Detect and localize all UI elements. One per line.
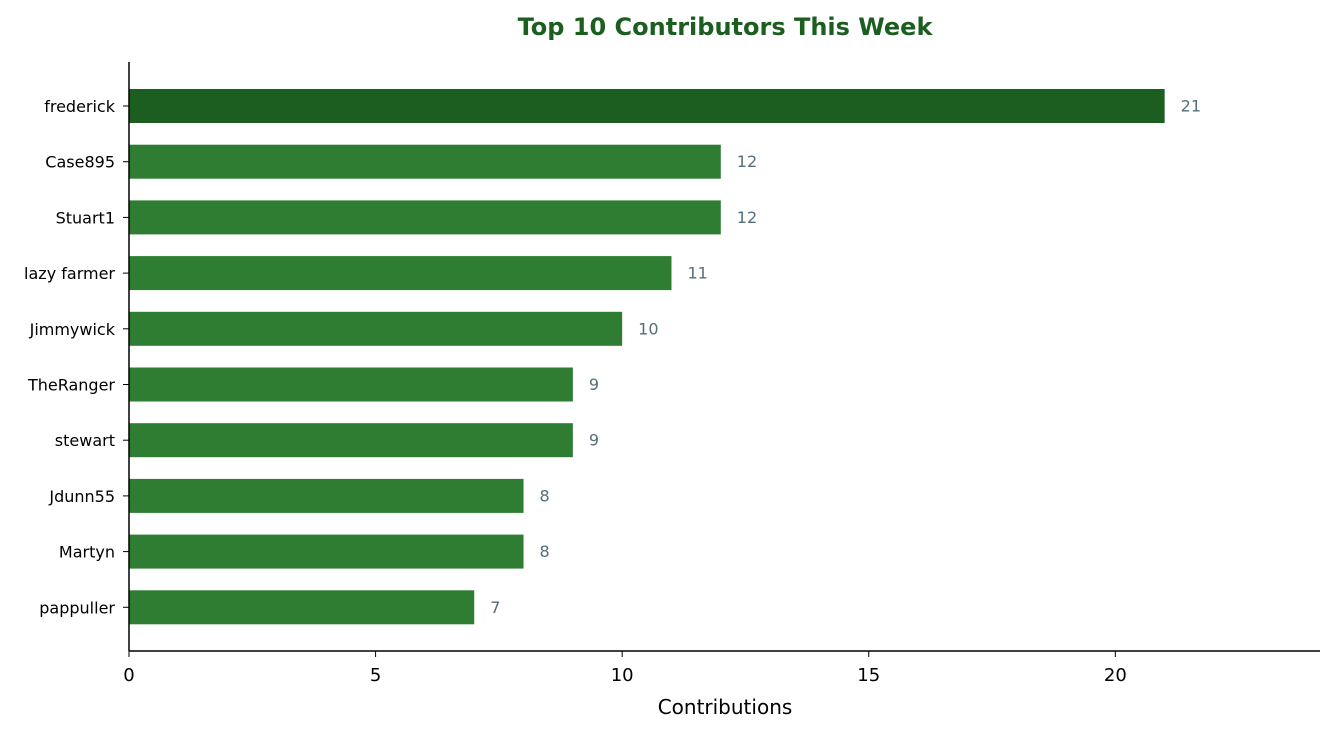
chart-title: Top 10 Contributors This Week [518,13,934,41]
bar-stewart [129,423,573,458]
x-tick-label: 20 [1104,665,1127,686]
bar-value-label: 8 [540,542,550,561]
bar-jdunn55 [129,478,524,513]
bar-value-label: 12 [737,208,757,227]
y-tick-label: stewart [55,431,115,450]
bar-value-label: 11 [687,264,707,283]
bar-pappuller [129,590,475,625]
y-tick-label: Case895 [45,153,115,172]
bar-stuart1 [129,200,721,235]
bar-case895 [129,144,721,179]
bar-value-label: 8 [540,486,550,505]
x-tick-label: 5 [370,665,381,686]
y-tick-label: Jimmywick [29,320,116,339]
x-tick-label: 0 [123,665,134,686]
y-tick-label: Jdunn55 [48,487,115,506]
bar-value-label: 10 [638,319,658,338]
bar-lazy-farmer [129,256,672,291]
y-tick-label: lazy farmer [24,264,115,283]
bar-value-label: 9 [589,431,599,450]
bar-value-label: 12 [737,152,757,171]
y-tick-label: Martyn [59,543,115,562]
y-tick-label: frederick [44,97,116,116]
x-tick-label: 10 [611,665,634,686]
x-axis-label: Contributions [658,695,793,719]
x-tick-label: 15 [857,665,880,686]
bars-layer: 21 12 12 11 10 9 9 8 8 7 [129,89,1201,625]
bar-value-label: 21 [1181,97,1201,116]
y-tick-label: pappuller [39,598,115,617]
axes-layer: frederick Case895 Stuart1 lazy farmer Jimmyw… [24,62,1320,686]
y-tick-label: TheRanger [27,376,115,395]
bar-value-label: 7 [490,598,500,617]
bar-martyn [129,534,524,569]
bar-frederick [129,89,1165,123]
y-tick-label: Stuart1 [56,208,115,227]
bar-jimmywick [129,311,623,346]
bar-theranger [129,367,573,402]
bar-value-label: 9 [589,375,599,394]
